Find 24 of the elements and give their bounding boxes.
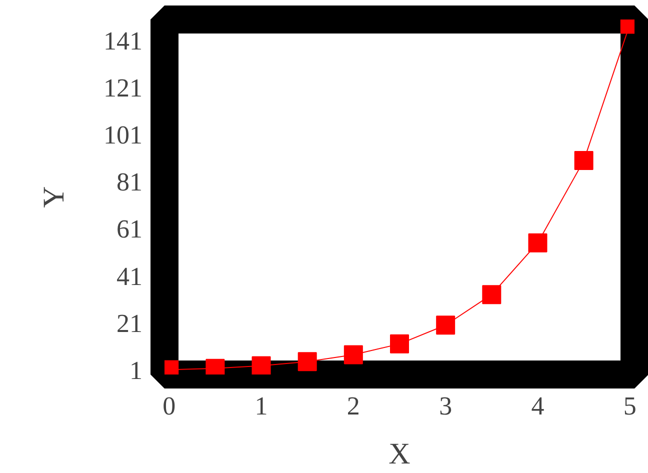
point — [344, 345, 363, 364]
point — [252, 356, 271, 374]
point — [482, 285, 502, 304]
x-tick-label: 5 — [623, 392, 636, 420]
y-tick-label: 101 — [104, 120, 142, 150]
x-tick-label: 1 — [254, 392, 268, 420]
y-tick-label: 61 — [116, 214, 142, 244]
x-tick-label: 4 — [531, 392, 544, 420]
y-tick-label: 141 — [104, 26, 142, 56]
y-axis-title: Y — [38, 186, 70, 208]
y-tick-label: 41 — [116, 262, 142, 291]
point — [298, 352, 317, 372]
point — [390, 334, 409, 354]
x-axis-title: X — [388, 438, 411, 470]
x-tick-label: 2 — [346, 392, 360, 420]
y-tick-label: 21 — [116, 308, 142, 338]
x-tick-label: 0 — [162, 392, 176, 420]
y-tick-label: 121 — [104, 74, 142, 103]
y-tick-label: 81 — [116, 168, 142, 197]
point — [436, 316, 456, 335]
point — [574, 151, 594, 170]
y-tick-label: 1 — [130, 356, 142, 385]
point — [528, 233, 548, 252]
x-tick-label: 3 — [439, 392, 452, 420]
